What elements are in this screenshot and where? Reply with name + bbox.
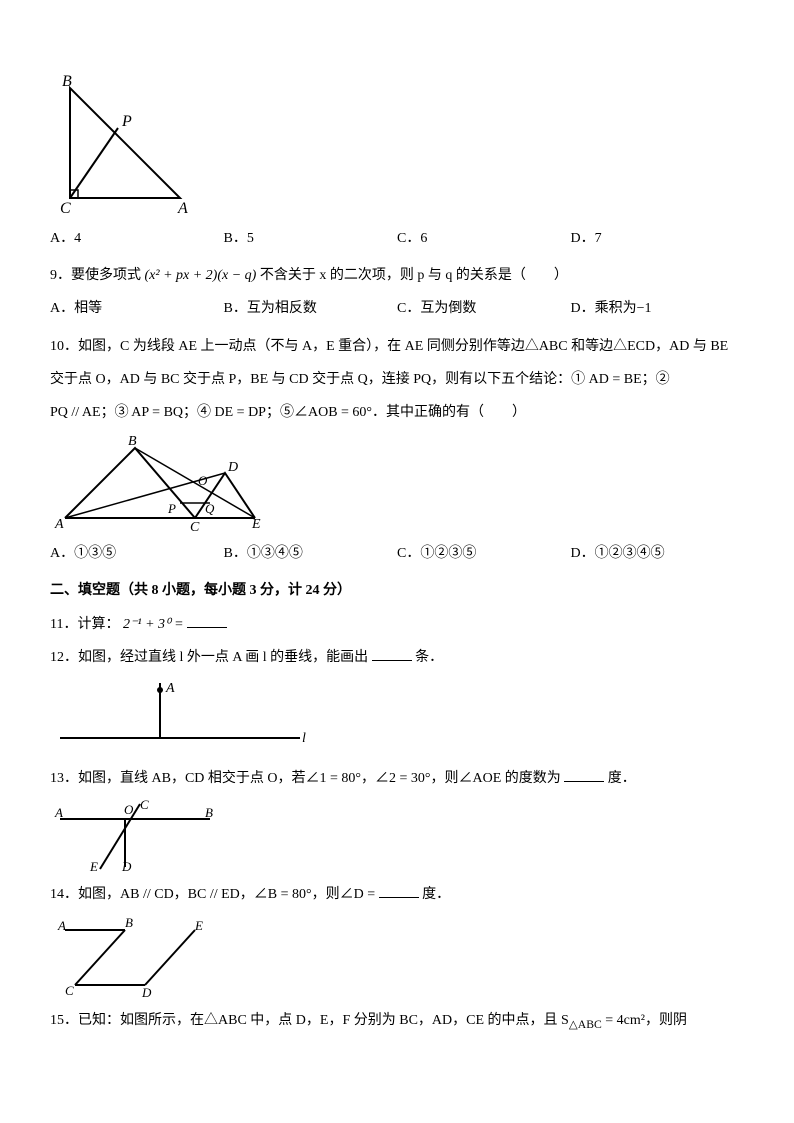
q8-opt-b: B．5 bbox=[224, 226, 398, 251]
q10-opt-a: A．①③⑤ bbox=[50, 541, 224, 566]
svg-text:D: D bbox=[141, 985, 152, 1000]
q10-line3: PQ // AE；③ AP = BQ；④ DE = DP；⑤∠AOB = 60°… bbox=[50, 400, 744, 425]
svg-text:C: C bbox=[140, 799, 149, 812]
q8-options: A．4 B．5 C．6 D．7 bbox=[50, 226, 744, 251]
svg-text:A: A bbox=[57, 918, 66, 933]
svg-text:A: A bbox=[54, 517, 64, 532]
q15-text: 15．已知：如图所示，在△ABC 中，点 D，E，F 分别为 BC，AD，CE … bbox=[50, 1013, 569, 1028]
q10-options: A．①③⑤ B．①③④⑤ C．①②③⑤ D．①②③④⑤ bbox=[50, 541, 744, 566]
q13-text: 13．如图，直线 AB，CD 相交于点 O，若∠1 = 80°，∠2 = 30°… bbox=[50, 771, 561, 786]
svg-text:A: A bbox=[177, 200, 188, 217]
q10-figure: A B C D E O P Q bbox=[50, 433, 744, 533]
svg-text:D: D bbox=[121, 859, 132, 874]
svg-text:E: E bbox=[89, 859, 98, 874]
q12-figure: A l bbox=[50, 678, 744, 758]
q10-opt-b: B．①③④⑤ bbox=[224, 541, 398, 566]
q13: 13．如图，直线 AB，CD 相交于点 O，若∠1 = 80°，∠2 = 30°… bbox=[50, 766, 744, 791]
svg-text:l: l bbox=[302, 731, 306, 746]
q14-figure: A B C D E bbox=[50, 915, 744, 1000]
svg-text:A: A bbox=[54, 805, 63, 820]
q15-suffix: = 4cm²，则阴 bbox=[602, 1013, 687, 1028]
q9-options: A．相等 B．互为相反数 C．互为倒数 D．乘积为−1 bbox=[50, 296, 744, 321]
q14-blank bbox=[379, 884, 419, 898]
q15: 15．已知：如图所示，在△ABC 中，点 D，E，F 分别为 BC，AD，CE … bbox=[50, 1008, 744, 1035]
svg-text:A: A bbox=[165, 681, 175, 696]
q8-figure: B P C A bbox=[50, 68, 744, 218]
q9-opt-a: A．相等 bbox=[50, 296, 224, 321]
q11-prefix: 11．计算： bbox=[50, 617, 119, 632]
q10-line2: 交于点 O，AD 与 BC 交于点 P，BE 与 CD 交于点 Q，连接 PQ，… bbox=[50, 367, 744, 392]
q9-opt-d: D．乘积为−1 bbox=[571, 296, 745, 321]
svg-text:B: B bbox=[128, 434, 137, 449]
svg-text:C: C bbox=[65, 983, 74, 998]
section2-title: 二、填空题（共 8 小题，每小题 3 分，计 24 分） bbox=[50, 578, 744, 603]
q10-opt-c: C．①②③⑤ bbox=[397, 541, 571, 566]
q8-opt-d: D．7 bbox=[571, 226, 745, 251]
q12-suffix: 条． bbox=[415, 650, 443, 665]
svg-text:P: P bbox=[167, 501, 176, 516]
q11-expr: 2⁻¹ + 3⁰ = bbox=[123, 617, 184, 632]
q9-mid: 不含关于 x 的二次项，则 p 与 q 的关系是（ ） bbox=[260, 268, 568, 283]
q8-opt-a: A．4 bbox=[50, 226, 224, 251]
q14-text: 14．如图，AB // CD，BC // ED，∠B = 80°，则∠D = bbox=[50, 887, 375, 902]
q9-prefix: 9．要使多项式 bbox=[50, 268, 141, 283]
svg-text:B: B bbox=[205, 805, 213, 820]
svg-text:E: E bbox=[194, 918, 203, 933]
q8-opt-c: C．6 bbox=[397, 226, 571, 251]
svg-text:B: B bbox=[62, 73, 72, 90]
svg-text:C: C bbox=[60, 200, 71, 217]
q14: 14．如图，AB // CD，BC // ED，∠B = 80°，则∠D = 度… bbox=[50, 882, 744, 907]
q11: 11．计算： 2⁻¹ + 3⁰ = bbox=[50, 612, 744, 637]
svg-text:P: P bbox=[121, 113, 132, 130]
q12: 12．如图，经过直线 l 外一点 A 画 l 的垂线，能画出 条． bbox=[50, 645, 744, 670]
q13-suffix: 度． bbox=[608, 771, 636, 786]
q9-expr: (x² + px + 2)(x − q) bbox=[145, 268, 257, 283]
q9-opt-c: C．互为倒数 bbox=[397, 296, 571, 321]
q12-blank bbox=[372, 647, 412, 661]
q10-line1: 10．如图，C 为线段 AE 上一动点（不与 A，E 重合），在 AE 同侧分别… bbox=[50, 334, 744, 359]
q13-figure: A B C O E D bbox=[50, 799, 744, 874]
svg-text:C: C bbox=[190, 520, 200, 533]
svg-text:O: O bbox=[124, 802, 134, 817]
svg-text:D: D bbox=[227, 460, 238, 475]
svg-text:B: B bbox=[125, 915, 133, 930]
svg-text:O: O bbox=[198, 473, 208, 488]
q12-text: 12．如图，经过直线 l 外一点 A 画 l 的垂线，能画出 bbox=[50, 650, 368, 665]
q10-opt-d: D．①②③④⑤ bbox=[571, 541, 745, 566]
q9-opt-b: B．互为相反数 bbox=[224, 296, 398, 321]
q9: 9．要使多项式 (x² + px + 2)(x − q) 不含关于 x 的二次项… bbox=[50, 263, 744, 288]
q15-sub: △ABC bbox=[569, 1018, 602, 1031]
q13-blank bbox=[564, 768, 604, 782]
q11-blank bbox=[187, 614, 227, 628]
svg-text:E: E bbox=[251, 517, 261, 532]
q14-suffix: 度． bbox=[422, 887, 450, 902]
svg-text:Q: Q bbox=[205, 501, 215, 516]
